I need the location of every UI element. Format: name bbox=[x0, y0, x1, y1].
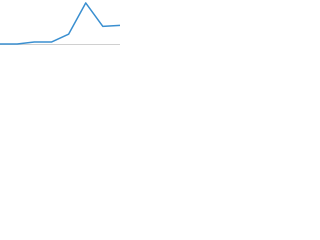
page: (() => { const data = JSON.parse(documen… bbox=[0, 0, 320, 45]
data-line bbox=[0, 2, 120, 45]
chart bbox=[0, 2, 120, 45]
